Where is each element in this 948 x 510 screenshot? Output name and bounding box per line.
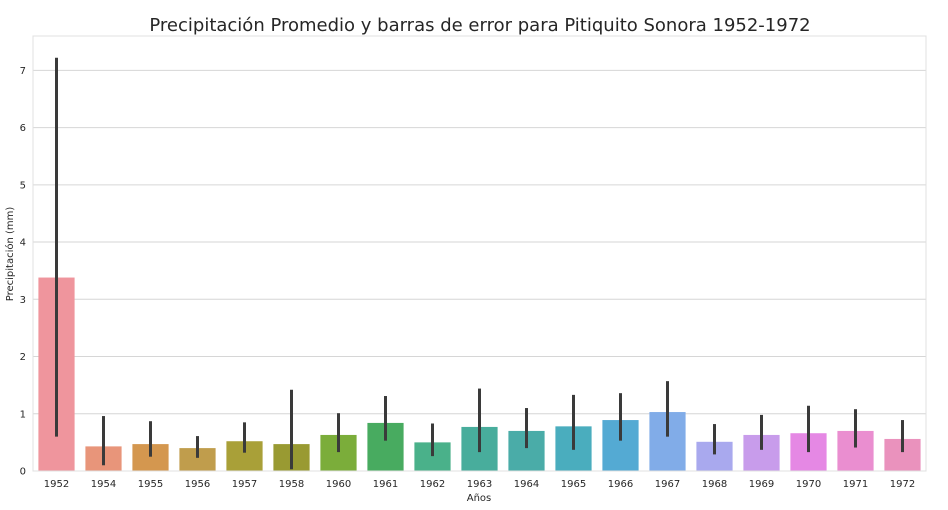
x-tick-label: 1958 [279,479,304,490]
y-tick-label: 5 [20,180,26,191]
x-tick-label: 1971 [843,479,868,490]
y-tick-label: 1 [20,409,26,420]
y-tick-labels: 0 1 2 3 4 5 6 7 [20,66,26,478]
y-tick-label: 0 [20,467,26,478]
x-tick-label: 1972 [890,479,915,490]
y-tick-label: 7 [20,66,26,77]
y-tick-label: 2 [20,352,26,363]
x-axis-label: Años [467,493,492,504]
x-tick-label: 1961 [373,479,398,490]
x-tick-label: 1966 [608,479,633,490]
x-tick-label: 1963 [467,479,492,490]
error-bars [55,57,904,470]
x-tick-label: 1970 [796,479,821,490]
x-tick-label: 1968 [702,479,727,490]
plot-frame [32,35,927,472]
bar-1956 [179,448,216,471]
y-tick-label: 3 [20,295,26,306]
y-tick-label: 6 [20,123,26,134]
x-tick-label: 1957 [232,479,257,490]
x-tick-labels: 1952 1954 1955 1956 1957 1958 1960 1961 1962 1963… [44,479,915,490]
y-tick-label: 4 [20,238,26,249]
x-tick-label: 1952 [44,479,69,490]
x-tick-label: 1969 [749,479,774,490]
x-tick-label: 1965 [561,479,586,490]
y-axis-label: Precipitación (mm) [4,207,16,302]
x-tick-label: 1955 [138,479,163,490]
chart-title: Precipitación Promedio y barras de error… [149,15,810,36]
x-tick-label: 1960 [326,479,351,490]
x-tick-label: 1954 [91,479,116,490]
x-tick-label: 1967 [655,479,680,490]
x-tick-label: 1964 [514,479,539,490]
grid-lines [33,69,926,472]
x-tick-label: 1956 [185,479,210,490]
x-tick-label: 1962 [420,479,445,490]
